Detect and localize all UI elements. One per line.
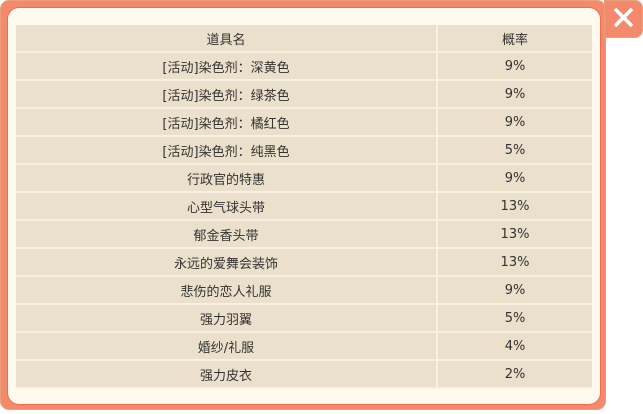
table-row: 强力皮衣 2% xyxy=(16,360,592,389)
probability: 13% xyxy=(437,192,592,221)
probability: 2% xyxy=(437,360,592,389)
header-probability: 概率 xyxy=(437,25,592,53)
probability: 9% xyxy=(437,276,592,305)
table-row: [活动]染色剂：橘红色 9% xyxy=(16,108,592,137)
close-button[interactable] xyxy=(604,0,643,38)
table-row: [活动]染色剂：纯黑色 5% xyxy=(16,136,592,165)
table-row: 永远的爱舞会装饰 13% xyxy=(16,248,592,277)
table-row: 心型气球头带 13% xyxy=(16,192,592,221)
probability: 13% xyxy=(437,220,592,249)
item-name: 强力皮衣 xyxy=(16,360,438,389)
probability: 9% xyxy=(437,164,592,193)
probability: 5% xyxy=(437,304,592,333)
close-icon xyxy=(613,7,634,28)
item-name: 郁金香头带 xyxy=(16,220,438,249)
probability: 5% xyxy=(437,136,592,165)
table-row: [活动]染色剂：绿茶色 9% xyxy=(16,80,592,109)
table-row: [活动]染色剂：深黄色 9% xyxy=(16,52,592,81)
table-row: 行政官的特惠 9% xyxy=(16,164,592,193)
probability-table: 道具名 概率 [活动]染色剂：深黄色 9% [活动]染色剂：绿茶色 9% [活动]染色剂… xyxy=(16,25,592,389)
item-name: 永远的爱舞会装饰 xyxy=(16,248,438,277)
table-row: 郁金香头带 13% xyxy=(16,220,592,249)
item-name: 强力羽翼 xyxy=(16,304,438,333)
item-name: [活动]染色剂：纯黑色 xyxy=(16,136,438,165)
item-name: [活动]染色剂：橘红色 xyxy=(16,108,438,137)
probability: 9% xyxy=(437,52,592,81)
table-row: 强力羽翼 5% xyxy=(16,304,592,333)
probability: 4% xyxy=(437,332,592,361)
item-name: [活动]染色剂：深黄色 xyxy=(16,52,438,81)
header-item-name: 道具名 xyxy=(16,25,438,53)
item-name: 心型气球头带 xyxy=(16,192,438,221)
item-name: 婚纱/礼服 xyxy=(16,332,438,361)
table-row: 悲伤的恋人礼服 9% xyxy=(16,276,592,305)
probability: 9% xyxy=(437,108,592,137)
probability: 13% xyxy=(437,248,592,277)
item-name: 悲伤的恋人礼服 xyxy=(16,276,438,305)
probability: 9% xyxy=(437,80,592,109)
item-name: [活动]染色剂：绿茶色 xyxy=(16,80,438,109)
item-name: 行政官的特惠 xyxy=(16,164,438,193)
table-header: 道具名 概率 xyxy=(16,25,592,53)
table-row: 婚纱/礼服 4% xyxy=(16,332,592,361)
